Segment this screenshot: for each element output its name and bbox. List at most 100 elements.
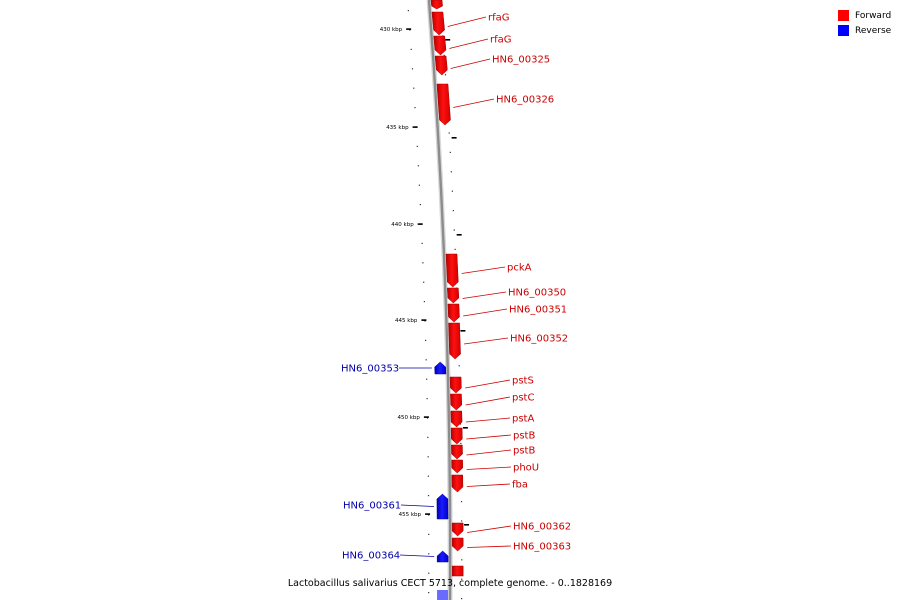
gene-fba bbox=[451, 474, 464, 493]
major-tick bbox=[425, 513, 431, 515]
tick-dot-right bbox=[459, 423, 462, 425]
tick-dot-right bbox=[448, 132, 450, 134]
tick-dot-left bbox=[424, 320, 426, 322]
leader-hn6_00326 bbox=[453, 98, 495, 108]
leader-hn6_00350 bbox=[462, 291, 507, 299]
tick-dot-left bbox=[409, 29, 411, 31]
leader-rfag bbox=[449, 38, 489, 49]
legend-label-forward: Forward bbox=[855, 10, 892, 21]
tick-dot-left bbox=[428, 533, 430, 535]
gene-label-psts: pstS bbox=[512, 376, 534, 387]
leader-pcka bbox=[461, 266, 506, 274]
tick-dot-left bbox=[423, 281, 425, 283]
gene-hn6_00352 bbox=[448, 322, 461, 360]
gene-label-hn6_00362: HN6_00362 bbox=[513, 522, 571, 533]
gene-label-pstc: pstC bbox=[512, 393, 534, 404]
tick-dot-left bbox=[428, 592, 430, 594]
gene-pstb bbox=[451, 444, 463, 460]
gene-psta bbox=[450, 410, 463, 428]
gene-hn6_00362 bbox=[451, 522, 464, 537]
tick-dot-left bbox=[417, 165, 419, 167]
tick-dot-right bbox=[454, 248, 456, 250]
tick-dot-left bbox=[428, 572, 430, 574]
gene-hn6_00350 bbox=[447, 287, 460, 304]
gene-label-hn6_00364: HN6_00364 bbox=[342, 551, 400, 562]
leader-psta bbox=[465, 417, 511, 423]
gene-label-hn6_00326: HN6_00326 bbox=[496, 95, 554, 106]
legend-item-forward: Forward bbox=[838, 8, 891, 23]
legend-item-reverse: Reverse bbox=[838, 23, 891, 38]
tick-dot-right bbox=[449, 151, 451, 153]
gene-pstc bbox=[450, 393, 463, 411]
scale-label: 440 kbp bbox=[391, 222, 414, 228]
gene-hn6_00361 bbox=[436, 493, 449, 520]
gene-label-pstb: pstB bbox=[513, 446, 535, 457]
major-tick bbox=[417, 223, 423, 225]
tick-dot-right bbox=[451, 190, 453, 192]
gene-pcka bbox=[445, 253, 459, 288]
major-tick bbox=[421, 319, 427, 321]
tick-dot-left bbox=[428, 514, 430, 516]
tick-dot-left bbox=[414, 107, 416, 109]
gene-label-hn6_00353: HN6_00353 bbox=[341, 364, 399, 375]
gene-phou bbox=[451, 459, 463, 474]
legend-label-reverse: Reverse bbox=[855, 25, 892, 36]
label-leader-lines bbox=[399, 16, 512, 557]
gene-label-rfag: rfaG bbox=[490, 35, 512, 46]
major-tick bbox=[406, 28, 412, 30]
leader-hn6_00363 bbox=[467, 545, 512, 548]
tick-dot-right bbox=[461, 598, 463, 600]
scale-labels: 430 kbp 435 kbp 440 kbp 445 kbp 450 kbp 455 k… bbox=[380, 27, 470, 526]
leader-rfag bbox=[447, 16, 487, 27]
tick-dot-left bbox=[427, 495, 430, 497]
major-tick-right bbox=[451, 137, 457, 139]
scale-label: 430 kbp bbox=[380, 27, 403, 33]
gene-label-pstb: pstB bbox=[513, 431, 535, 442]
gene-label-psta: pstA bbox=[512, 414, 534, 425]
gene-label-hn6_00325: HN6_00325 bbox=[492, 55, 550, 66]
gene-label-hn6_00352: HN6_00352 bbox=[510, 334, 568, 345]
leader-pstb bbox=[466, 434, 512, 440]
legend-swatch-reverse bbox=[838, 25, 849, 36]
gene-hn6_00364 bbox=[436, 550, 449, 563]
tick-dot-left bbox=[423, 301, 425, 303]
tick-dot-right bbox=[460, 501, 463, 503]
tick-dot-right bbox=[443, 54, 445, 56]
scale-label: 445 kbp bbox=[395, 318, 418, 324]
tick-dot-right bbox=[460, 442, 462, 444]
tick-dot-left bbox=[410, 48, 412, 50]
tick-dot-left bbox=[419, 204, 421, 206]
leader-hn6_00362 bbox=[467, 525, 512, 533]
gene-pstb bbox=[450, 427, 463, 445]
legend: Forward Reverse bbox=[838, 8, 891, 38]
scale-label: 455 kbp bbox=[399, 512, 422, 518]
gene-label-pcka: pckA bbox=[507, 263, 532, 274]
gene-rfag bbox=[431, 11, 445, 36]
tick-dot-left bbox=[425, 359, 427, 361]
major-tick-right bbox=[464, 524, 470, 526]
map-caption: Lactobacillus salivarius CECT 5713, comp… bbox=[287, 578, 613, 589]
leader-fba bbox=[466, 483, 511, 487]
gene-cutoff-top bbox=[430, 0, 443, 10]
tick-dot-left bbox=[427, 456, 429, 458]
tick-dot-left bbox=[416, 145, 418, 147]
tick-dot-left bbox=[426, 417, 429, 419]
scale-label: 450 kbp bbox=[397, 415, 420, 421]
tick-dot-left bbox=[407, 10, 409, 12]
tick-dot-right bbox=[453, 229, 455, 231]
major-tick-right bbox=[456, 234, 462, 236]
tick-dot-right bbox=[461, 578, 463, 580]
gene-label-phou: phoU bbox=[513, 463, 539, 474]
leader-phou bbox=[466, 466, 512, 470]
scale-label: 435 kbp bbox=[386, 125, 409, 131]
gene-psts bbox=[449, 376, 462, 394]
tick-dot-left bbox=[413, 87, 415, 89]
tick-dot-left bbox=[422, 262, 424, 264]
tick-dot-left bbox=[427, 436, 429, 438]
tick-dot-left bbox=[421, 242, 423, 244]
leader-pstc bbox=[465, 396, 511, 406]
major-tick bbox=[412, 126, 418, 128]
leader-pstb bbox=[466, 449, 512, 456]
tick-dot-left bbox=[418, 184, 420, 186]
